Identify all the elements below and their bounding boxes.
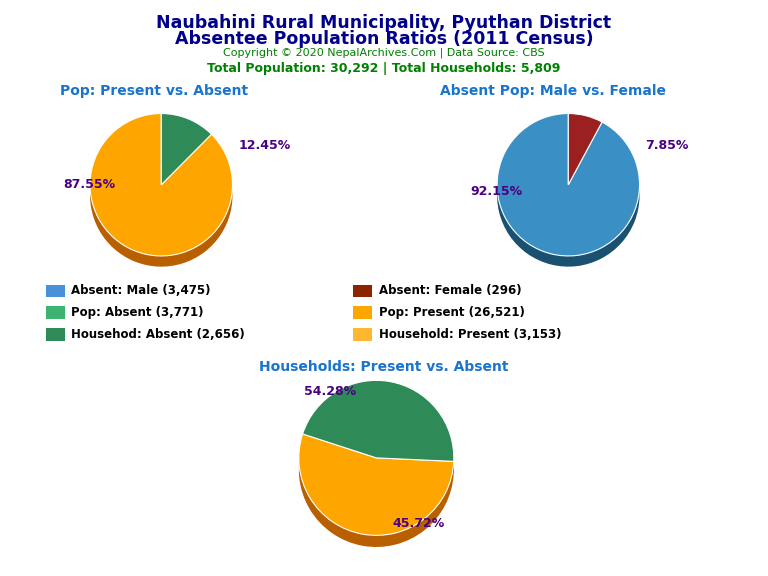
- Wedge shape: [90, 124, 233, 267]
- Text: Pop: Present (26,521): Pop: Present (26,521): [379, 306, 525, 319]
- Text: 92.15%: 92.15%: [470, 185, 522, 198]
- Wedge shape: [299, 446, 454, 547]
- Wedge shape: [161, 124, 211, 195]
- Text: 54.28%: 54.28%: [304, 385, 356, 399]
- Text: Naubahini Rural Municipality, Pyuthan District: Naubahini Rural Municipality, Pyuthan Di…: [157, 14, 611, 32]
- Text: 12.45%: 12.45%: [238, 139, 290, 152]
- Text: Pop: Present vs. Absent: Pop: Present vs. Absent: [60, 84, 247, 97]
- Text: Absent: Male (3,475): Absent: Male (3,475): [71, 285, 211, 297]
- Text: Household: Present (3,153): Household: Present (3,153): [379, 328, 561, 341]
- Text: 7.85%: 7.85%: [645, 139, 689, 152]
- Wedge shape: [299, 434, 454, 535]
- Wedge shape: [568, 124, 602, 195]
- Wedge shape: [568, 113, 602, 185]
- Wedge shape: [497, 124, 640, 267]
- Text: Absent Pop: Male vs. Female: Absent Pop: Male vs. Female: [440, 84, 666, 97]
- Wedge shape: [90, 113, 233, 256]
- Text: Pop: Absent (3,771): Pop: Absent (3,771): [71, 306, 204, 319]
- Text: Total Population: 30,292 | Total Households: 5,809: Total Population: 30,292 | Total Househo…: [207, 62, 561, 75]
- Text: 87.55%: 87.55%: [63, 178, 115, 191]
- Wedge shape: [303, 380, 454, 461]
- Text: Absent: Female (296): Absent: Female (296): [379, 285, 521, 297]
- Text: Households: Present vs. Absent: Households: Present vs. Absent: [260, 360, 508, 374]
- Wedge shape: [161, 113, 211, 185]
- Wedge shape: [497, 113, 640, 256]
- Text: Househod: Absent (2,656): Househod: Absent (2,656): [71, 328, 245, 341]
- Wedge shape: [303, 392, 454, 473]
- Text: 45.72%: 45.72%: [392, 517, 445, 530]
- Text: Absentee Population Ratios (2011 Census): Absentee Population Ratios (2011 Census): [174, 30, 594, 48]
- Text: Copyright © 2020 NepalArchives.Com | Data Source: CBS: Copyright © 2020 NepalArchives.Com | Dat…: [223, 47, 545, 58]
